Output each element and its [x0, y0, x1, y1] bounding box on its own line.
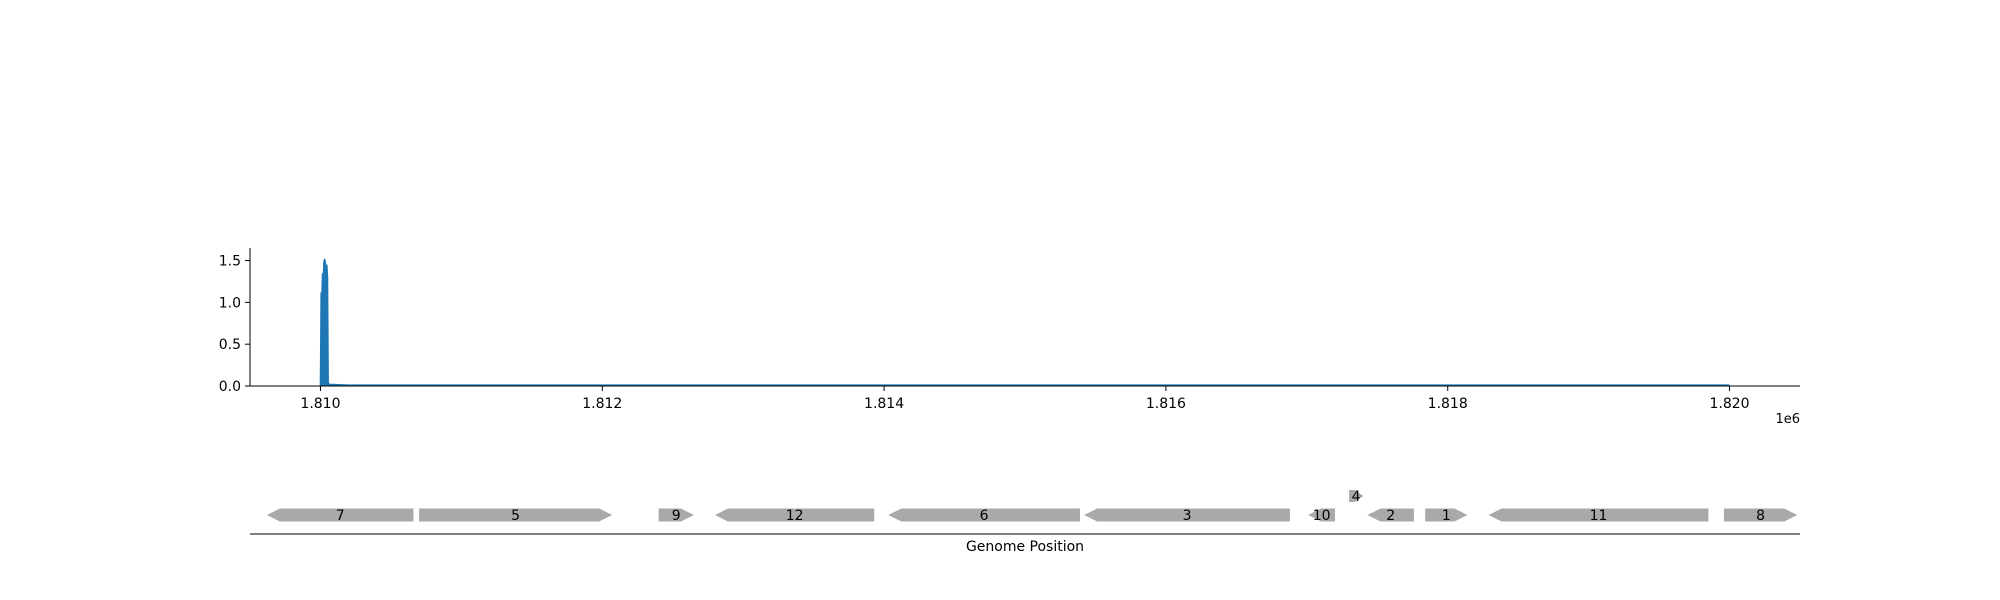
gene-label: 1: [1442, 508, 1451, 524]
gene-arrow: [1308, 508, 1335, 522]
x-tick-label: 1.816: [1146, 396, 1186, 412]
gene-label: 10: [1313, 508, 1331, 524]
gene-label: 2: [1386, 508, 1395, 524]
gene-label: 8: [1756, 508, 1765, 524]
gene-arrow: [658, 508, 694, 522]
coverage-area: [319, 258, 1730, 387]
gene-label: 11: [1590, 508, 1608, 524]
x-tick-label: 1.812: [582, 396, 622, 412]
gene-label: 3: [1183, 508, 1192, 524]
gene-arrow: [1723, 508, 1798, 522]
y-tick-label: 0.0: [219, 379, 241, 395]
gene-label: 5: [511, 508, 520, 524]
gene-label: 7: [336, 508, 345, 524]
gene-arrow: [1488, 508, 1709, 522]
gene-arrow: [1425, 508, 1468, 522]
y-tick-label: 1.5: [219, 254, 241, 270]
gene-arrow: [888, 508, 1080, 522]
coverage-fill: [320, 258, 1730, 386]
y-tick-label: 1.0: [219, 295, 241, 311]
coverage-panel: 0.00.51.01.5 1.810 1.812 1.814 1.816 1.818 1.…: [219, 248, 1800, 427]
gene-label: 4: [1352, 489, 1361, 505]
gene-arrow: [1084, 508, 1290, 522]
gene-arrow: [419, 508, 613, 522]
x-tick-label: 1.810: [300, 396, 340, 412]
gene-arrow: [1349, 490, 1364, 502]
coverage-line: [319, 258, 1730, 387]
x-tick-label: 1.814: [864, 396, 904, 412]
gene-arrow: [715, 508, 875, 522]
x-tick-label: 1.818: [1428, 396, 1468, 412]
gene-arrow: [1367, 508, 1414, 522]
y-tick-label: 0.5: [219, 337, 241, 353]
gene-axis-label: Genome Position: [966, 539, 1084, 555]
gene-label: 12: [786, 508, 804, 524]
x-tick-label: 1.820: [1709, 396, 1749, 412]
gene-label: 9: [672, 508, 681, 524]
y-ticks: 0.0 0.5 1.0 1.5: [219, 254, 250, 395]
gene-arrow: [266, 508, 414, 522]
gene-label: 6: [980, 508, 989, 524]
x-ticks: 1.810 1.812 1.814 1.816 1.818 1.820: [300, 386, 1750, 412]
x-offset-label: 1e6: [1775, 412, 1800, 427]
